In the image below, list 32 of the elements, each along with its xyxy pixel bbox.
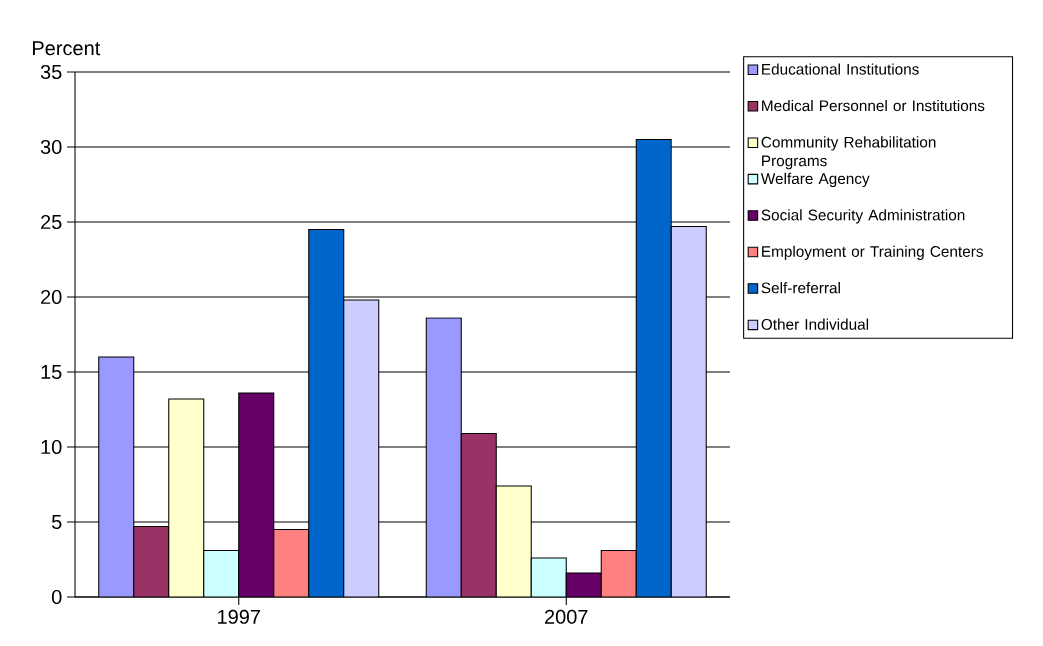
y-tick-label: 0 xyxy=(51,589,62,605)
y-tick-label: 30 xyxy=(40,139,62,155)
bar xyxy=(460,432,497,597)
legend-label: Educational Institutions xyxy=(762,63,919,75)
bar xyxy=(203,549,240,597)
legend-label: Welfare Agency xyxy=(760,172,870,188)
x-tick-label: 1997 xyxy=(218,609,260,624)
legend-label: Self-referral xyxy=(761,282,840,294)
bar xyxy=(425,317,462,597)
bar xyxy=(133,525,170,597)
bar xyxy=(238,392,275,597)
y-tick-label: 20 xyxy=(41,289,62,305)
bar xyxy=(308,228,345,597)
legend-label: Community Rehabilitation Programs xyxy=(761,136,936,170)
y-tick-label: 35 xyxy=(40,64,62,80)
bar xyxy=(670,225,707,597)
bar xyxy=(495,485,532,597)
legend-label: Social Security Administration xyxy=(761,209,965,224)
bar xyxy=(98,356,135,597)
y-tick-label: 25 xyxy=(41,214,62,230)
legend-label: Other Individual xyxy=(761,318,869,330)
bar xyxy=(343,299,380,597)
legend-label: Employment or Training Centers xyxy=(762,245,983,260)
y-axis-title: Percent xyxy=(33,41,101,56)
y-tick-label: 15 xyxy=(41,365,62,379)
y-tick-label: 5 xyxy=(51,515,62,529)
y-tick-label: 10 xyxy=(41,439,62,455)
bar xyxy=(530,557,567,597)
bar xyxy=(168,398,205,597)
bar xyxy=(635,138,672,597)
legend-label: Medical Personnel or Institutions xyxy=(762,99,985,112)
x-tick-label: 2007 xyxy=(545,609,588,624)
